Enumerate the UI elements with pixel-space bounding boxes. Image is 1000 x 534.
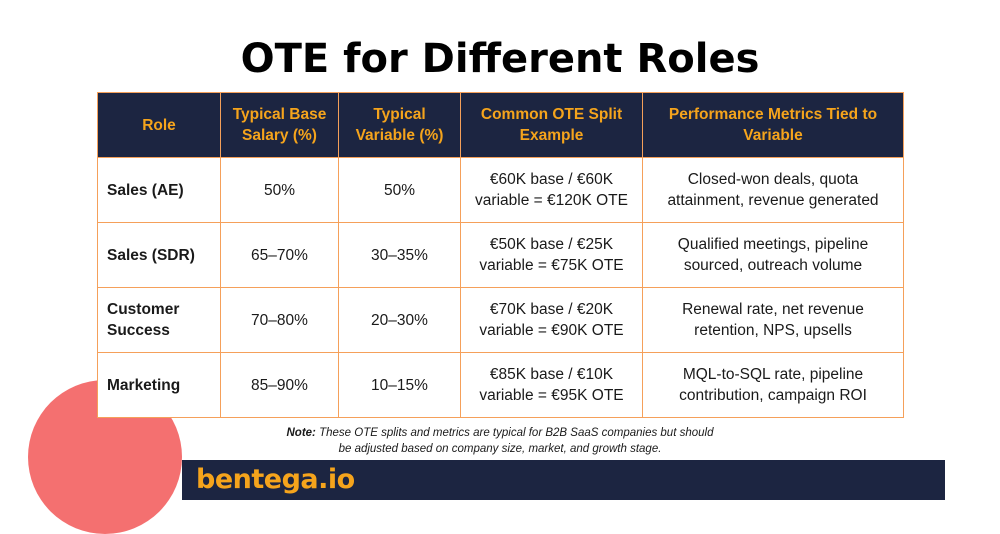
cell-variable: 10–15%	[338, 352, 461, 418]
page-title: OTE for Different Roles	[240, 36, 760, 82]
cell-metrics: Qualified meetings, pipeline sourced, ou…	[642, 222, 904, 288]
header-base-salary: Typical Base Salary (%)	[220, 92, 339, 158]
table-row: Sales (SDR) 65–70% 30–35% €50K base / €2…	[97, 222, 904, 288]
cell-ote-split: €50K base / €25K variable = €75K OTE	[460, 222, 643, 288]
table-header-row: Role Typical Base Salary (%) Typical Var…	[97, 92, 904, 158]
header-metrics: Performance Metrics Tied to Variable	[642, 92, 904, 158]
note-text: These OTE splits and metrics are typical…	[319, 427, 714, 455]
cell-variable: 50%	[338, 157, 461, 223]
brand-logo: bentega.io	[196, 464, 355, 495]
table-row: Marketing 85–90% 10–15% €85K base / €10K…	[97, 352, 904, 418]
cell-role: Sales (SDR)	[97, 222, 221, 288]
cell-ote-split: €85K base / €10K variable = €95K OTE	[460, 352, 643, 418]
table-row: Customer Success 70–80% 20–30% €70K base…	[97, 287, 904, 353]
cell-ote-split: €60K base / €60K variable = €120K OTE	[460, 157, 643, 223]
footer-band	[182, 460, 945, 500]
cell-metrics: MQL-to-SQL rate, pipeline contribution, …	[642, 352, 904, 418]
cell-base-salary: 50%	[220, 157, 339, 223]
footnote: Note: These OTE splits and metrics are t…	[280, 425, 720, 457]
cell-variable: 20–30%	[338, 287, 461, 353]
cell-role: Sales (AE)	[97, 157, 221, 223]
cell-role: Customer Success	[97, 287, 221, 353]
ote-table: Role Typical Base Salary (%) Typical Var…	[97, 92, 904, 418]
header-role: Role	[97, 92, 221, 158]
cell-base-salary: 70–80%	[220, 287, 339, 353]
cell-metrics: Closed-won deals, quota attainment, reve…	[642, 157, 904, 223]
cell-metrics: Renewal rate, net revenue retention, NPS…	[642, 287, 904, 353]
cell-variable: 30–35%	[338, 222, 461, 288]
cell-base-salary: 85–90%	[220, 352, 339, 418]
table-row: Sales (AE) 50% 50% €60K base / €60K vari…	[97, 157, 904, 223]
cell-base-salary: 65–70%	[220, 222, 339, 288]
header-variable: Typical Variable (%)	[338, 92, 461, 158]
cell-ote-split: €70K base / €20K variable = €90K OTE	[460, 287, 643, 353]
note-label: Note:	[286, 427, 316, 439]
header-ote-split: Common OTE Split Example	[460, 92, 643, 158]
cell-role: Marketing	[97, 352, 221, 418]
